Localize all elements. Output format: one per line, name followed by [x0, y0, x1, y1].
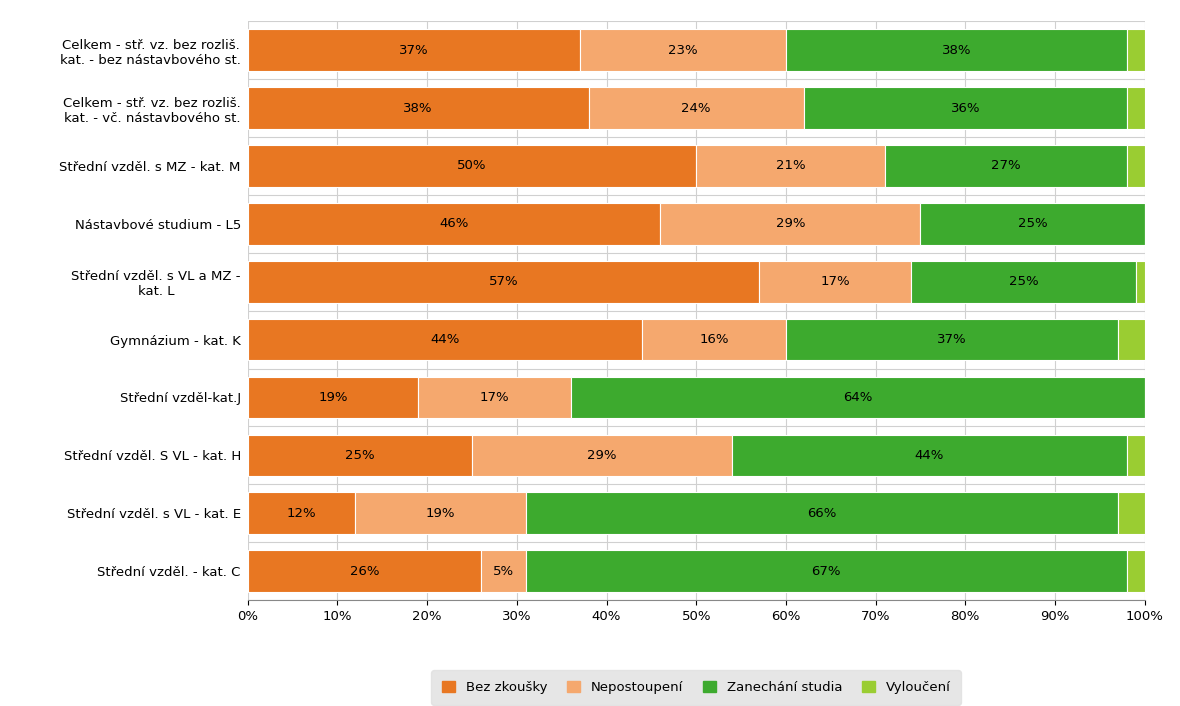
Text: 27%: 27% — [991, 160, 1021, 172]
Bar — [248, 550, 481, 592]
Bar — [589, 87, 804, 129]
Text: 44%: 44% — [914, 449, 944, 462]
Text: 25%: 25% — [1009, 275, 1038, 288]
Text: 46%: 46% — [439, 217, 468, 230]
Bar — [786, 29, 1127, 71]
Bar — [661, 203, 920, 245]
Bar — [579, 29, 786, 71]
Bar — [248, 261, 759, 303]
Text: 57%: 57% — [489, 275, 518, 288]
Bar — [481, 550, 526, 592]
Bar — [911, 261, 1135, 303]
Bar — [1127, 434, 1145, 477]
Bar — [1127, 550, 1145, 592]
Text: 50%: 50% — [458, 160, 486, 172]
Text: 21%: 21% — [775, 160, 805, 172]
Text: 17%: 17% — [820, 275, 850, 288]
Text: 37%: 37% — [399, 44, 428, 56]
Bar — [885, 145, 1127, 187]
Bar — [248, 203, 661, 245]
Legend: Bez zkoušky, Nepostoupení, Zanechání studia, Vyloučení: Bez zkoušky, Nepostoupení, Zanechání stu… — [432, 671, 961, 705]
Bar — [804, 87, 1127, 129]
Bar — [1135, 261, 1145, 303]
Bar — [248, 87, 589, 129]
Text: 44%: 44% — [431, 333, 460, 346]
Text: 16%: 16% — [700, 333, 729, 346]
Text: 64%: 64% — [843, 391, 872, 404]
Bar — [248, 376, 418, 419]
Bar — [418, 376, 571, 419]
Text: 24%: 24% — [681, 102, 710, 114]
Bar — [786, 318, 1117, 361]
Text: 12%: 12% — [287, 507, 316, 520]
Text: 29%: 29% — [588, 449, 617, 462]
Bar — [759, 261, 911, 303]
Bar — [248, 145, 696, 187]
Bar — [642, 318, 786, 361]
Text: 66%: 66% — [807, 507, 837, 520]
Bar — [571, 376, 1145, 419]
Text: 36%: 36% — [951, 102, 979, 114]
Text: 5%: 5% — [493, 565, 514, 578]
Bar — [248, 492, 355, 534]
Text: 17%: 17% — [479, 391, 510, 404]
Bar — [696, 145, 885, 187]
Text: 29%: 29% — [775, 217, 805, 230]
Bar — [1127, 145, 1145, 187]
Text: 25%: 25% — [345, 449, 375, 462]
Bar — [732, 434, 1127, 477]
Bar — [1127, 29, 1145, 71]
Bar — [472, 434, 732, 477]
Text: 38%: 38% — [404, 102, 433, 114]
Bar — [248, 29, 579, 71]
Text: 26%: 26% — [349, 565, 379, 578]
Text: 38%: 38% — [942, 44, 971, 56]
Bar — [248, 434, 472, 477]
Bar — [1117, 318, 1145, 361]
Text: 25%: 25% — [1017, 217, 1048, 230]
Bar — [355, 492, 526, 534]
Text: 37%: 37% — [937, 333, 966, 346]
Text: 67%: 67% — [812, 565, 841, 578]
Bar — [526, 550, 1127, 592]
Bar — [920, 203, 1145, 245]
Bar — [248, 318, 642, 361]
Text: 23%: 23% — [668, 44, 697, 56]
Text: 19%: 19% — [319, 391, 348, 404]
Bar — [1117, 492, 1145, 534]
Bar — [1127, 87, 1145, 129]
Bar — [526, 492, 1117, 534]
Text: 19%: 19% — [426, 507, 455, 520]
